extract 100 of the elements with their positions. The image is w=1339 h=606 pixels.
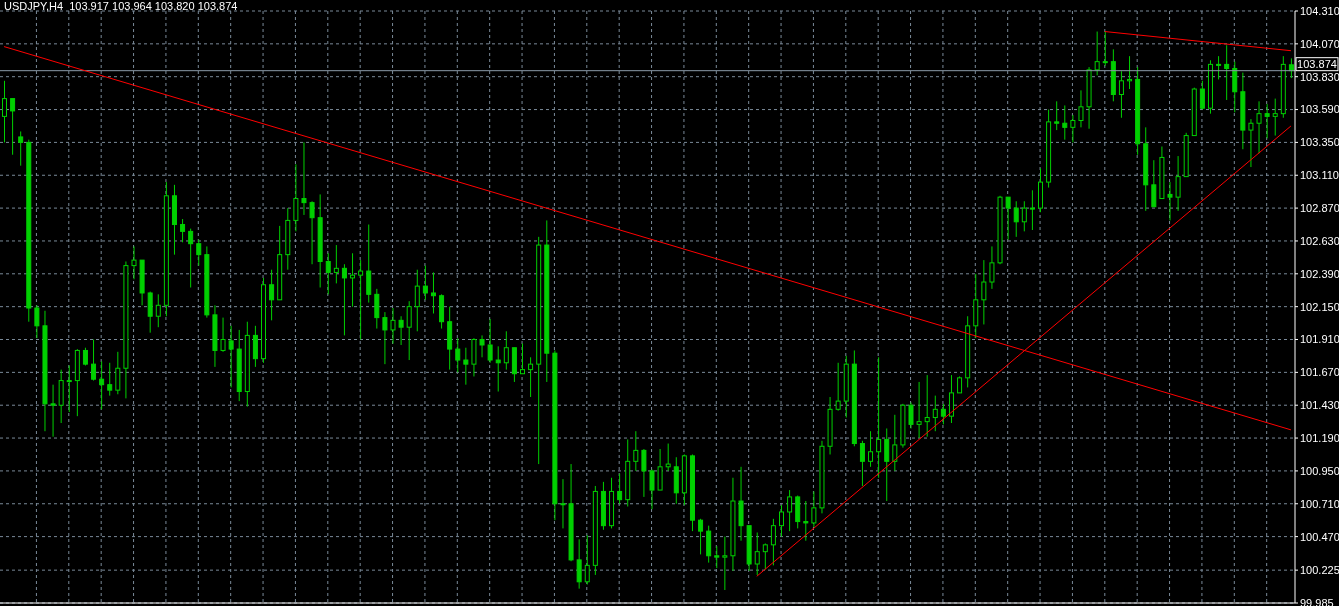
candlestick — [390, 307, 396, 345]
candlestick — [422, 265, 428, 301]
y-tick-label: 100.950 — [1300, 464, 1339, 477]
candlestick — [989, 245, 995, 290]
candlestick — [576, 538, 582, 590]
candlestick — [293, 163, 299, 232]
chart-title: USDJPY,H4 103.917 103.964 103.820 103.874 — [4, 0, 238, 12]
candlestick — [649, 469, 655, 510]
candlestick — [932, 395, 938, 432]
y-tick-label: 100.710 — [1300, 497, 1339, 510]
candlestick — [835, 362, 841, 412]
candlestick — [876, 356, 882, 479]
candlestick — [91, 339, 97, 382]
candlestick — [188, 228, 194, 288]
candlestick — [884, 427, 890, 502]
candlestick — [811, 490, 817, 528]
y-tick-label: 102.390 — [1300, 267, 1339, 280]
candlestick — [220, 317, 226, 353]
candlestick — [948, 374, 954, 424]
candlestick — [665, 443, 671, 472]
y-tick-label: 101.910 — [1300, 333, 1339, 346]
candlestick — [1005, 196, 1011, 241]
y-tick-label: 104.070 — [1300, 37, 1339, 50]
candlestick — [1118, 70, 1124, 119]
candlestick — [698, 518, 704, 555]
candlestick — [358, 259, 364, 341]
y-tick-label: 103.830 — [1300, 70, 1339, 83]
y-tick-label: 103.350 — [1300, 136, 1339, 149]
candlestick — [487, 318, 493, 364]
candlestick — [366, 224, 372, 304]
candlestick — [1054, 100, 1060, 131]
candlestick — [18, 130, 24, 167]
candlestick — [1078, 89, 1084, 128]
y-tick-label: 101.430 — [1300, 399, 1339, 412]
candlestick — [803, 500, 809, 542]
candlestick — [350, 252, 356, 308]
candlestick — [787, 489, 793, 532]
y-tick-label: 101.670 — [1300, 366, 1339, 379]
candlestick — [657, 448, 663, 491]
candlestick — [641, 448, 647, 498]
y-tick-label: 100.225 — [1300, 564, 1339, 577]
candlestick — [722, 536, 728, 591]
candlestick — [779, 504, 784, 538]
candlestick — [374, 288, 380, 330]
y-tick-label: 104.310 — [1300, 4, 1339, 17]
candlestick — [1175, 155, 1181, 212]
ref-line-label: 103.874 — [1297, 57, 1337, 70]
candlestick — [520, 343, 525, 375]
candlestick — [147, 291, 153, 334]
candlestick — [414, 269, 420, 332]
candlestick — [503, 330, 509, 371]
candlestick — [1102, 31, 1108, 67]
candlestick — [916, 381, 922, 439]
candlestick — [1029, 189, 1035, 231]
candlestick — [430, 271, 436, 314]
candlestick — [617, 473, 623, 505]
candlestick — [924, 374, 930, 438]
y-tick-label: 102.150 — [1300, 300, 1339, 313]
candlestick — [455, 337, 461, 373]
candlestick — [1062, 104, 1068, 141]
y-tick-label: 103.590 — [1300, 103, 1339, 116]
candlestick — [341, 263, 347, 336]
candlestick — [908, 401, 914, 429]
candlestick — [50, 384, 56, 438]
y-tick-label: 101.190 — [1300, 431, 1339, 444]
candlestick — [1256, 100, 1262, 154]
candlestick — [981, 259, 987, 325]
y-tick-label: 100.470 — [1300, 530, 1339, 543]
candlestick — [269, 269, 275, 321]
candlestick — [714, 545, 720, 569]
candlestick — [10, 98, 16, 156]
candlestick — [1232, 61, 1238, 113]
candlestick — [463, 347, 469, 386]
candlestick — [398, 315, 404, 346]
candlestick — [1216, 55, 1222, 80]
candlestick — [1264, 103, 1270, 139]
candlestick — [1248, 118, 1254, 168]
candlestick — [382, 311, 388, 365]
candlestick — [34, 304, 40, 339]
y-tick-label: 102.870 — [1300, 202, 1339, 215]
candlestick — [495, 345, 501, 393]
candlestick — [107, 362, 113, 397]
candlestick — [940, 403, 946, 425]
candlestick — [762, 542, 768, 570]
candlestick — [859, 440, 865, 487]
candlestick — [309, 200, 315, 265]
candlestick — [868, 430, 874, 468]
candlestick — [1151, 159, 1157, 208]
candlestick — [479, 334, 485, 358]
candlestick — [406, 300, 412, 361]
candlestick — [1199, 80, 1205, 111]
candlestick — [892, 414, 898, 472]
candlestick — [196, 239, 202, 267]
candlestick — [1013, 200, 1019, 238]
candlestick — [301, 141, 307, 216]
candlestick — [754, 532, 760, 576]
candlestick — [528, 356, 534, 398]
candlestick — [1272, 98, 1278, 137]
candlestick — [633, 430, 639, 472]
candlestick — [1094, 31, 1100, 76]
